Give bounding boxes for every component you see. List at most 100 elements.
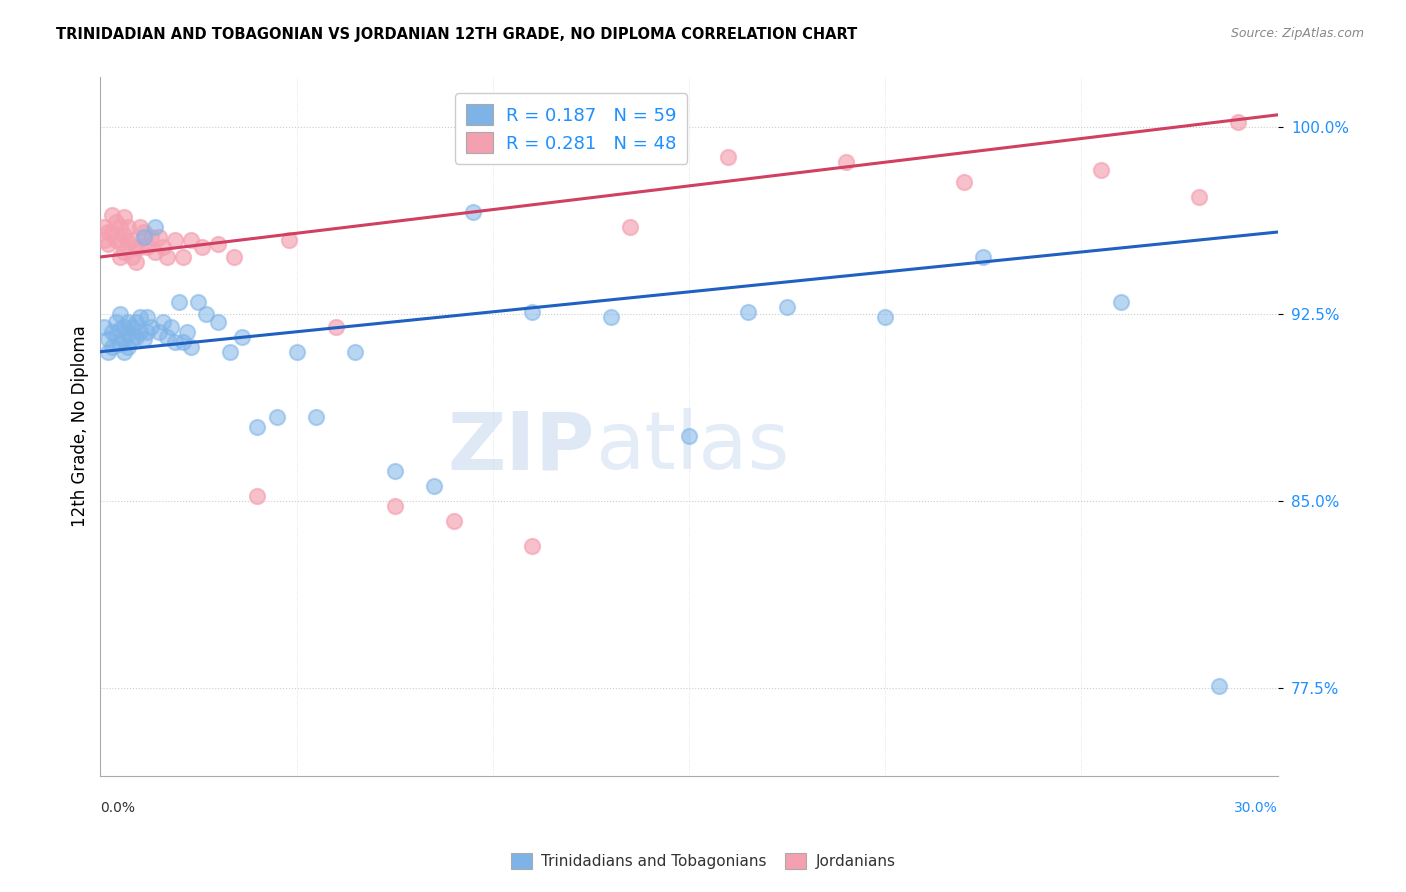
- Point: [285, 344, 308, 359]
- Point: [136, 310, 159, 324]
- Point: [117, 315, 139, 329]
- Point: [117, 220, 139, 235]
- Point: [231, 330, 253, 344]
- Point: [835, 155, 858, 169]
- Point: [191, 240, 214, 254]
- Point: [105, 330, 128, 344]
- Point: [93, 220, 115, 235]
- Point: [108, 337, 131, 351]
- Point: [148, 230, 170, 244]
- Point: [172, 334, 194, 349]
- Point: [112, 227, 135, 242]
- Point: [105, 215, 128, 229]
- Point: [112, 332, 135, 346]
- Point: [97, 332, 120, 346]
- Point: [121, 319, 143, 334]
- Point: [97, 344, 120, 359]
- Point: [143, 244, 166, 259]
- Point: [93, 319, 115, 334]
- Point: [121, 233, 143, 247]
- Text: atlas: atlas: [595, 409, 789, 486]
- Point: [97, 225, 120, 239]
- Point: [180, 340, 202, 354]
- Point: [207, 237, 229, 252]
- Point: [141, 319, 163, 334]
- Point: [108, 235, 131, 249]
- Text: 30.0%: 30.0%: [1234, 800, 1278, 814]
- Point: [128, 325, 150, 339]
- Point: [152, 240, 174, 254]
- Point: [1109, 294, 1132, 309]
- Point: [128, 240, 150, 254]
- Point: [423, 479, 446, 493]
- Point: [187, 294, 209, 309]
- Point: [222, 250, 245, 264]
- Point: [108, 220, 131, 235]
- Point: [124, 240, 146, 254]
- Point: [121, 332, 143, 346]
- Point: [132, 230, 155, 244]
- Point: [325, 319, 347, 334]
- Point: [141, 230, 163, 244]
- Point: [117, 340, 139, 354]
- Point: [163, 233, 186, 247]
- Point: [124, 315, 146, 329]
- Point: [148, 325, 170, 339]
- Point: [1227, 115, 1250, 129]
- Point: [344, 344, 367, 359]
- Point: [463, 205, 485, 219]
- Point: [875, 310, 897, 324]
- Point: [121, 250, 143, 264]
- Point: [172, 250, 194, 264]
- Point: [717, 150, 740, 164]
- Point: [97, 237, 120, 252]
- Point: [678, 429, 700, 443]
- Text: 0.0%: 0.0%: [100, 800, 135, 814]
- Point: [124, 255, 146, 269]
- Point: [1090, 162, 1112, 177]
- Point: [128, 310, 150, 324]
- Point: [108, 322, 131, 336]
- Point: [305, 409, 328, 424]
- Point: [124, 330, 146, 344]
- Point: [443, 514, 465, 528]
- Point: [218, 344, 240, 359]
- Point: [128, 220, 150, 235]
- Point: [384, 500, 406, 514]
- Point: [101, 208, 124, 222]
- Point: [101, 340, 124, 354]
- Point: [132, 332, 155, 346]
- Point: [105, 315, 128, 329]
- Point: [737, 305, 759, 319]
- Legend: R = 0.187   N = 59, R = 0.281   N = 48: R = 0.187 N = 59, R = 0.281 N = 48: [456, 94, 688, 164]
- Point: [117, 235, 139, 249]
- Point: [972, 250, 994, 264]
- Point: [167, 294, 190, 309]
- Point: [156, 250, 179, 264]
- Point: [180, 233, 202, 247]
- Text: Source: ZipAtlas.com: Source: ZipAtlas.com: [1230, 27, 1364, 40]
- Point: [246, 489, 269, 503]
- Point: [132, 225, 155, 239]
- Point: [1208, 679, 1230, 693]
- Point: [176, 325, 198, 339]
- Point: [108, 250, 131, 264]
- Point: [1188, 190, 1211, 204]
- Point: [112, 319, 135, 334]
- Point: [952, 175, 974, 189]
- Point: [112, 344, 135, 359]
- Point: [277, 233, 299, 247]
- Point: [108, 307, 131, 321]
- Point: [384, 464, 406, 478]
- Point: [195, 307, 218, 321]
- Point: [101, 325, 124, 339]
- Point: [207, 315, 229, 329]
- Point: [520, 305, 543, 319]
- Point: [156, 330, 179, 344]
- Point: [160, 319, 183, 334]
- Y-axis label: 12th Grade, No Diploma: 12th Grade, No Diploma: [72, 326, 89, 527]
- Point: [266, 409, 288, 424]
- Point: [112, 210, 135, 224]
- Point: [93, 233, 115, 247]
- Point: [619, 220, 641, 235]
